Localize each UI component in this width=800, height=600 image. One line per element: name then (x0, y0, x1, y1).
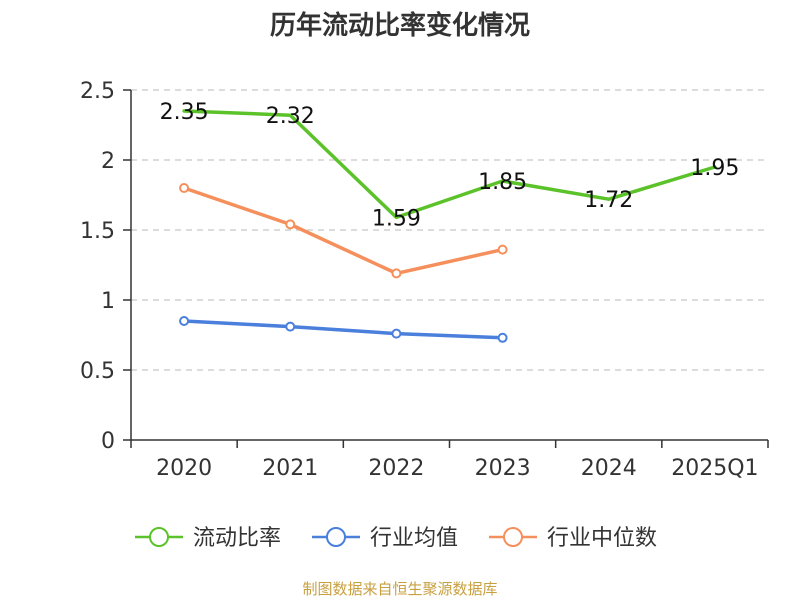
y-tick-label: 2.5 (80, 79, 115, 104)
data-point (497, 244, 508, 255)
data-label: 1.85 (478, 170, 527, 195)
legend-swatch-marker (149, 527, 169, 547)
y-axis-ticks: 0 0.5 1 1.5 2 2.5 (80, 79, 131, 454)
series-group (179, 109, 717, 343)
data-label: 1.72 (584, 188, 633, 213)
series-line-2 (182, 319, 505, 340)
data-point (179, 316, 190, 326)
data-point (285, 321, 296, 332)
grid-lines (131, 89, 768, 371)
chart-title: 历年流动比率变化情况 (270, 10, 530, 41)
y-tick-label: 0 (101, 429, 115, 454)
legend-label: 行业均值 (370, 526, 458, 551)
y-tick-label: 1.5 (80, 219, 115, 244)
x-axis-ticks: 2020 2021 2022 2023 2024 2025Q1 (130, 440, 769, 481)
y-tick-label: 0.5 (80, 359, 115, 384)
legend-swatch-marker (326, 527, 346, 547)
y-tick-label: 2 (101, 149, 115, 174)
data-labels: 2.35 2.32 1.59 1.85 1.72 1.95 (160, 100, 740, 231)
x-tick-label: 2021 (262, 456, 318, 481)
x-tick-label: 2022 (368, 456, 424, 481)
legend-swatch-marker (503, 527, 523, 547)
data-label: 1.59 (372, 206, 421, 231)
data-label: 2.35 (160, 100, 209, 125)
x-tick-label: 2025Q1 (671, 456, 758, 481)
series-line-1 (182, 109, 717, 220)
data-point (497, 332, 508, 343)
legend-item-2[interactable]: 行业均值 (312, 526, 458, 551)
x-tick-label: 2023 (475, 456, 531, 481)
y-tick-label: 1 (101, 289, 115, 314)
data-point (285, 219, 296, 230)
data-label: 1.95 (690, 156, 739, 181)
axes (130, 90, 768, 441)
data-label: 2.32 (266, 104, 315, 129)
legend: 流动比率 行业均值 行业中位数 (135, 526, 657, 551)
legend-item-1[interactable]: 流动比率 (135, 526, 281, 551)
source-note: 制图数据来自恒生聚源数据库 (302, 580, 497, 598)
data-point (179, 183, 190, 193)
data-point (391, 268, 402, 279)
legend-item-3[interactable]: 行业中位数 (489, 526, 657, 551)
legend-label: 行业中位数 (547, 526, 657, 551)
series-line-3 (182, 186, 505, 276)
x-tick-label: 2020 (156, 456, 212, 481)
data-point (391, 328, 402, 339)
legend-label: 流动比率 (193, 526, 281, 551)
x-tick-label: 2024 (581, 456, 637, 481)
